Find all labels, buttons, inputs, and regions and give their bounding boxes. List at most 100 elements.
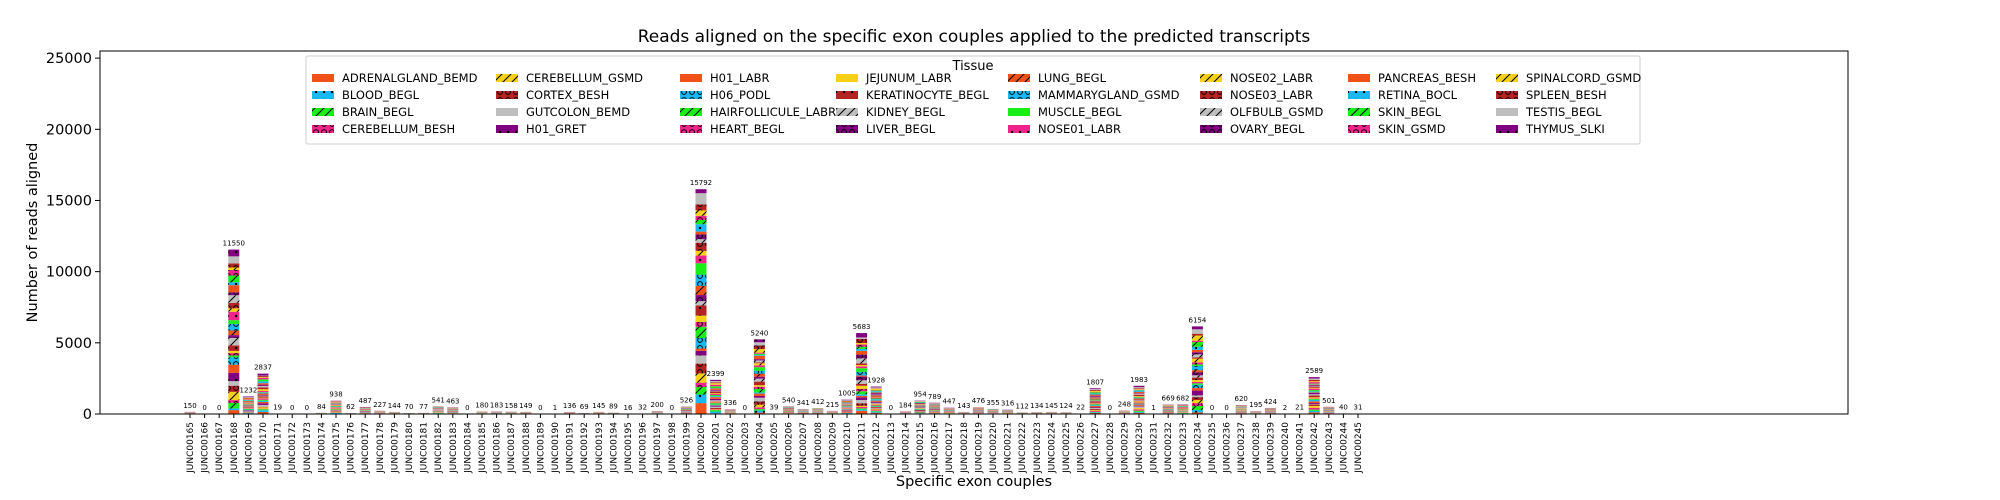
bar-segment [1308, 407, 1320, 410]
legend-item: CEREBELLUM_GSMD [496, 71, 643, 85]
x-tick-label: JUNC00173 [303, 422, 313, 474]
bar-total-label: 184 [899, 401, 913, 409]
bar-segment-hatch [753, 349, 765, 353]
x-tick-label: JUNC00214 [901, 422, 911, 474]
bar-segment [856, 394, 868, 396]
x-tick-label: JUNC00194 [609, 422, 619, 474]
legend-label: HAIRFOLLICULE_LABR [710, 105, 836, 119]
bar-segment [242, 401, 254, 402]
bar-segment [856, 410, 868, 414]
x-tick-label: JUNC00197 [653, 422, 663, 474]
x-tick-label: JUNC00217 [945, 422, 955, 474]
legend-label: CEREBELLUM_GSMD [526, 71, 643, 85]
bar-segment [1089, 400, 1101, 402]
bar-segment [1089, 388, 1101, 390]
bar-segment [870, 408, 882, 409]
x-tick-label: JUNC00203 [741, 422, 751, 474]
bar-segment-hatch [228, 385, 240, 392]
x-tick-label: JUNC00220 [989, 422, 999, 474]
x-tick-label: JUNC00182 [434, 422, 444, 474]
legend-swatch-hatch [1348, 91, 1370, 99]
legend-label: SKIN_BEGL [1378, 105, 1442, 119]
bar-segment-hatch [695, 210, 707, 216]
legend-label: CORTEX_BESH [526, 88, 609, 102]
bar-segment [753, 397, 765, 402]
bar-segment-hatch [856, 358, 868, 364]
legend-item: CORTEX_BESH [496, 88, 609, 102]
x-tick-label: JUNC00186 [493, 422, 503, 474]
bar-segment-hatch [856, 397, 868, 401]
bar-total-label: 69 [580, 403, 589, 411]
bar-segment [870, 391, 882, 393]
bar-segment [242, 396, 254, 398]
bar-segment [1133, 390, 1145, 392]
bar-segment [242, 399, 254, 400]
bar-segment [242, 397, 254, 399]
bar-segment [257, 377, 269, 380]
bar-segment-hatch [753, 345, 765, 350]
bar-segment [753, 362, 765, 364]
x-tick-label: JUNC00172 [288, 422, 298, 474]
x-tick-label: JUNC00208 [814, 422, 824, 474]
bar-total-label: 0 [465, 404, 469, 412]
bar-total-label: 526 [680, 397, 694, 405]
bar-segment [841, 400, 853, 401]
bar-segment [929, 407, 941, 408]
bar-JUNC00211 [856, 333, 868, 414]
bar-segment [1191, 340, 1203, 343]
bar-segment [257, 391, 269, 393]
bar-segment-hatch [228, 330, 240, 336]
bar-segment [257, 393, 269, 395]
x-tick-label: JUNC00176 [347, 422, 357, 474]
bar-segment [242, 400, 254, 402]
bar-segment [1089, 394, 1101, 396]
bar-segment [753, 342, 765, 346]
bar-segment-hatch [228, 400, 240, 403]
bar-segment [856, 405, 868, 407]
legend-swatch-hatch [496, 74, 518, 82]
bar-segment [1133, 394, 1145, 397]
bar-segment [1133, 397, 1145, 399]
bar-segment [870, 387, 882, 389]
legend-label: KERATINOCYTE_BEGL [866, 88, 989, 102]
x-tick-label: JUNC00175 [332, 422, 342, 474]
x-tick-label: JUNC00235 [1208, 422, 1218, 474]
bar-total-label: 39 [770, 403, 779, 411]
bar-total-label: 19 [273, 404, 282, 412]
bar-segment-hatch [695, 305, 707, 316]
legend-item: MUSCLE_BEGL [1008, 105, 1122, 119]
x-tick-label: JUNC00241 [1296, 422, 1306, 474]
bar-segment-hatch [228, 269, 240, 276]
bar-segment [1089, 403, 1101, 405]
bar-segment-hatch [695, 274, 707, 286]
bar-segment-hatch [695, 373, 707, 383]
legend-swatch-hatch [1008, 125, 1030, 133]
x-tick-label: JUNC00239 [1266, 422, 1276, 474]
x-tick-label: JUNC00237 [1237, 422, 1247, 474]
legend-swatch-hatch [1200, 108, 1222, 116]
legend-label: CEREBELLUM_BESH [342, 122, 455, 136]
bar-segment [1089, 398, 1101, 400]
bar-segment [257, 387, 269, 390]
bar-segment [841, 411, 853, 413]
bar-segment [1133, 399, 1145, 401]
x-tick-label: JUNC00212 [872, 422, 882, 474]
bar-segment [870, 394, 882, 396]
bar-segment-hatch [695, 255, 707, 264]
bar-segment [242, 397, 254, 398]
bar-segment [695, 403, 707, 414]
x-tick-label: JUNC00193 [595, 422, 605, 474]
bar-total-label: 1928 [867, 377, 885, 385]
legend-item: BLOOD_BEGL [312, 88, 420, 102]
bar-segment [1191, 364, 1203, 366]
bar-segment [870, 404, 882, 405]
x-tick-label: JUNC00184 [463, 422, 473, 474]
bar-segment [695, 355, 707, 364]
bar-segment [914, 400, 926, 402]
bar-segment-hatch [695, 224, 707, 232]
x-tick-label: JUNC00211 [858, 422, 868, 474]
bar-segment [870, 392, 882, 394]
bar-segment [841, 408, 853, 410]
bar-total-label: 1 [553, 404, 557, 412]
bar-total-label: 0 [670, 404, 674, 412]
